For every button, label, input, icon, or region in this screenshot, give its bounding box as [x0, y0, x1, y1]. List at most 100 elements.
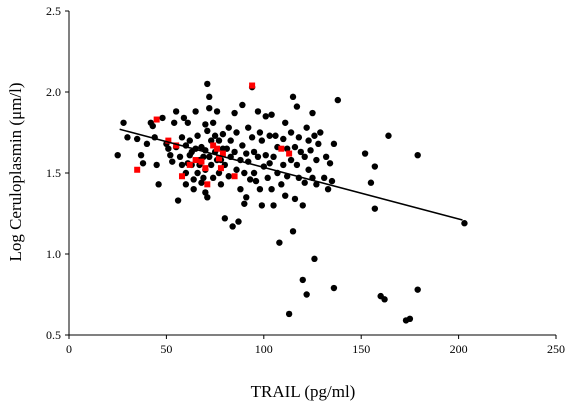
data-point-square	[178, 173, 185, 180]
data-point-circle	[334, 96, 342, 104]
data-point-square	[231, 173, 238, 180]
data-point-circle	[137, 151, 145, 159]
data-point-circle	[239, 101, 246, 109]
data-point-circle	[225, 124, 232, 131]
data-point-square	[202, 165, 209, 172]
data-point-circle	[371, 205, 379, 212]
data-point-circle	[155, 181, 162, 188]
data-point-circle	[291, 195, 299, 203]
data-point-circle	[235, 218, 242, 225]
data-point-circle	[313, 156, 320, 164]
data-point-circle	[208, 161, 215, 169]
data-point-circle	[414, 151, 421, 159]
data-point-circle	[313, 181, 320, 188]
data-point-circle	[215, 169, 223, 177]
data-point-circle	[311, 132, 318, 139]
data-point-circle	[250, 169, 258, 177]
y-tick-label: 2.5	[46, 4, 61, 18]
data-point-circle	[326, 160, 334, 167]
data-point-circle	[241, 169, 248, 177]
data-point-circle	[198, 179, 205, 186]
data-point-square	[214, 145, 221, 152]
data-point-circle	[301, 179, 308, 186]
data-point-circle	[252, 177, 260, 185]
data-point-circle	[229, 223, 236, 230]
data-point-circle	[280, 161, 287, 169]
data-point-circle	[254, 108, 262, 115]
data-point-square	[278, 145, 285, 152]
data-point-circle	[250, 148, 258, 156]
data-point-circle	[301, 153, 308, 160]
data-point-circle	[219, 130, 227, 138]
data-point-circle	[190, 176, 197, 183]
data-point-circle	[367, 179, 375, 186]
data-point-circle	[278, 181, 285, 188]
data-point-square	[217, 165, 224, 172]
data-point-circle	[206, 153, 213, 160]
data-point-circle	[206, 105, 213, 112]
data-point-circle	[180, 114, 188, 122]
data-point-circle	[381, 296, 388, 303]
data-point-circle	[264, 174, 271, 182]
data-point-circle	[159, 114, 166, 122]
data-point-circle	[209, 119, 217, 126]
data-point-circle	[414, 286, 421, 293]
data-point-circle	[245, 124, 252, 131]
data-point-circle	[243, 194, 250, 201]
data-point-square	[249, 82, 256, 89]
data-point-circle	[241, 200, 248, 207]
data-point-square	[165, 137, 172, 144]
data-point-circle	[231, 148, 238, 156]
data-point-circle	[266, 160, 273, 167]
data-point-circle	[124, 134, 131, 141]
axes	[68, 11, 556, 336]
data-point-circle	[262, 151, 269, 159]
data-point-circle	[231, 109, 238, 117]
data-point-circle	[170, 119, 178, 126]
data-point-circle	[307, 147, 314, 154]
data-point-circle	[167, 151, 174, 159]
data-point-circle	[206, 93, 213, 101]
data-point-circle	[202, 121, 209, 128]
data-point-circle	[461, 220, 468, 227]
data-point-circle	[246, 176, 254, 183]
regression-line	[119, 128, 463, 221]
data-point-circle	[209, 174, 217, 182]
data-point-circle	[295, 134, 303, 141]
black-series-points	[114, 80, 468, 324]
data-point-circle	[283, 145, 291, 152]
data-point-circle	[243, 150, 250, 157]
data-point-circle	[317, 129, 324, 136]
data-point-circle	[299, 202, 306, 209]
data-point-circle	[293, 161, 301, 169]
data-point-circle	[361, 150, 369, 157]
data-point-square	[192, 157, 199, 164]
data-point-circle	[194, 132, 201, 139]
data-point-circle	[305, 166, 312, 173]
data-point-circle	[280, 135, 287, 143]
data-point-circle	[169, 158, 176, 165]
data-point-circle	[190, 186, 197, 193]
data-point-circle	[200, 153, 207, 160]
data-point-square	[134, 166, 141, 173]
x-tick-label: 250	[547, 342, 565, 356]
data-point-circle	[237, 186, 244, 193]
x-tick-label: 150	[352, 342, 370, 356]
data-point-circle	[254, 153, 262, 160]
y-tick-label: 1.5	[46, 166, 61, 180]
data-point-square	[153, 116, 160, 123]
data-point-circle	[299, 276, 306, 284]
data-point-circle	[315, 140, 322, 148]
x-tick-label: 50	[160, 342, 172, 356]
data-point-circle	[215, 137, 223, 144]
data-point-circle	[208, 137, 215, 144]
data-point-circle	[182, 181, 190, 188]
data-point-circle	[225, 173, 232, 180]
data-point-circle	[239, 142, 246, 149]
data-point-circle	[202, 189, 209, 196]
data-point-circle	[266, 132, 273, 139]
red-series-points	[134, 82, 293, 188]
data-point-circle	[172, 108, 180, 115]
y-axis-ticks: 0.5 1.0 1.5 2.0 2.5	[46, 4, 69, 342]
